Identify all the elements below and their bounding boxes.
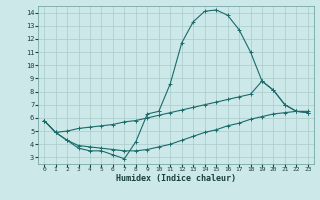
X-axis label: Humidex (Indice chaleur): Humidex (Indice chaleur) [116, 174, 236, 183]
